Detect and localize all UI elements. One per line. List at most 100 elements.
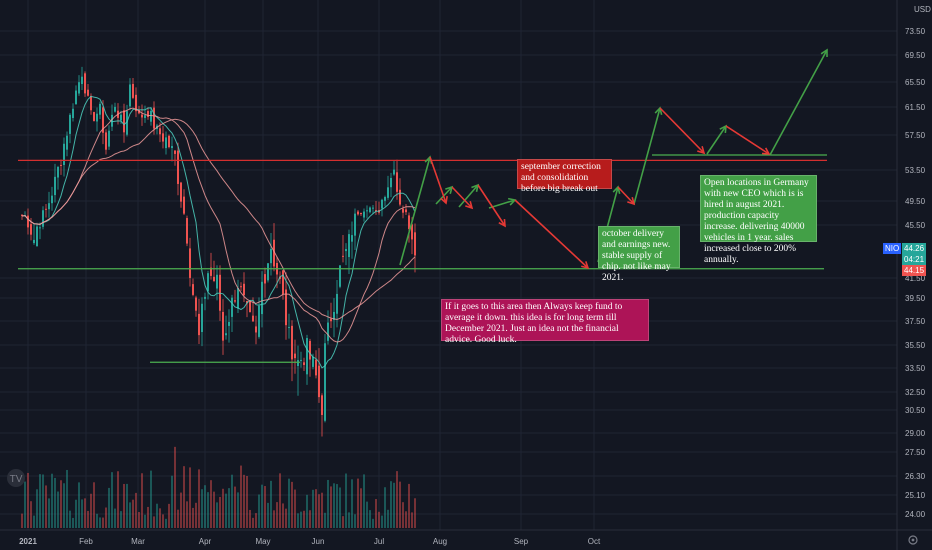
volume-bar <box>321 492 323 528</box>
candle-body <box>255 326 257 333</box>
down-arrow <box>514 199 589 269</box>
volume-bar <box>288 478 290 528</box>
down-arrow <box>477 184 506 227</box>
down-arrow <box>725 125 770 155</box>
candle-body <box>318 365 320 398</box>
volume-bar <box>312 489 314 528</box>
candle-body <box>252 315 254 322</box>
volume-bar <box>171 475 173 528</box>
candle-body <box>174 150 176 154</box>
volume-bar <box>84 498 86 528</box>
volume-bar <box>60 480 62 528</box>
candle-body <box>396 172 398 192</box>
candle-body <box>402 208 404 213</box>
volume-bar <box>264 486 266 528</box>
volume-bar <box>249 509 251 528</box>
candle-body <box>273 239 275 267</box>
candle-body <box>366 210 368 212</box>
volume-bar <box>162 514 164 528</box>
candle-body <box>306 338 308 375</box>
volume-bar <box>147 506 149 528</box>
candle-body <box>57 166 59 178</box>
candle-body <box>183 196 185 214</box>
price-tick-label: 39.50 <box>905 294 926 303</box>
candle-body <box>408 215 410 229</box>
volume-bar <box>375 499 377 528</box>
volume-bar <box>123 483 125 528</box>
candle-body <box>171 146 173 148</box>
volume-bar <box>282 503 284 528</box>
candle-body <box>51 195 53 204</box>
candle-body <box>69 114 71 134</box>
candle-body <box>327 322 329 341</box>
candle-body <box>81 76 83 84</box>
volume-bar <box>57 491 59 528</box>
volume-bar <box>276 502 278 528</box>
last-price-tag: 44.26 <box>902 243 927 254</box>
time-tick-label: Apr <box>199 537 212 546</box>
volume-bar <box>348 512 350 528</box>
volume-bar <box>357 478 359 528</box>
candle-body <box>360 212 362 215</box>
volume-bar <box>252 517 254 528</box>
volume-bar <box>168 503 170 528</box>
price-tick-label: 41.50 <box>905 274 926 283</box>
candle-body <box>333 311 335 320</box>
candle-body <box>243 283 245 296</box>
volume-bar <box>393 482 395 528</box>
time-tick-label: 2021 <box>19 537 37 546</box>
candle-body <box>210 267 212 276</box>
candle-body <box>369 207 371 213</box>
settings-icon[interactable] <box>908 535 918 545</box>
moving-average-line <box>21 95 416 369</box>
volume-bar <box>345 473 347 528</box>
candle-body <box>159 128 161 135</box>
note-september: september correction and consolidation b… <box>517 159 612 194</box>
volume-bar <box>333 483 335 528</box>
up-arrow <box>633 107 661 205</box>
candle-body <box>105 132 107 150</box>
candle-body <box>150 110 152 122</box>
volume-bar <box>273 510 275 528</box>
down-arrow <box>617 186 635 205</box>
candle-body <box>108 130 110 147</box>
volume-bar <box>366 501 368 528</box>
volume-bar <box>72 517 74 528</box>
candle-body <box>114 106 116 112</box>
volume-bar <box>63 483 65 528</box>
candle-body <box>120 114 122 121</box>
candle-body <box>231 297 233 317</box>
down-arrow-head <box>581 261 590 270</box>
volume-bar <box>330 486 332 528</box>
volume-bar <box>159 508 161 528</box>
candle-body <box>309 340 311 360</box>
volume-bars <box>21 446 416 528</box>
volume-bar <box>96 513 98 528</box>
candle-body <box>204 296 206 299</box>
candle-body <box>63 143 65 165</box>
volume-bar <box>144 514 146 528</box>
volume-bar <box>51 473 53 528</box>
candle-body <box>126 111 128 135</box>
volume-bar <box>75 499 77 528</box>
time-tick-label: Sep <box>514 537 529 546</box>
candle-body <box>234 300 236 302</box>
candle-body <box>168 135 170 148</box>
time-tick-label: Jul <box>374 537 384 546</box>
candle-body <box>270 249 272 264</box>
down-arrow-head <box>697 146 706 155</box>
candle-body <box>93 112 95 122</box>
volume-bar <box>303 510 305 528</box>
candle-body <box>99 103 101 115</box>
volume-bar <box>354 514 356 528</box>
volume-bar <box>132 499 134 528</box>
volume-bar <box>117 471 119 528</box>
volume-bar <box>24 481 26 528</box>
candle-body <box>291 325 293 360</box>
volume-bar <box>111 472 113 528</box>
volume-bar <box>297 513 299 528</box>
candle-body <box>282 270 284 295</box>
down-arrow <box>451 186 473 209</box>
